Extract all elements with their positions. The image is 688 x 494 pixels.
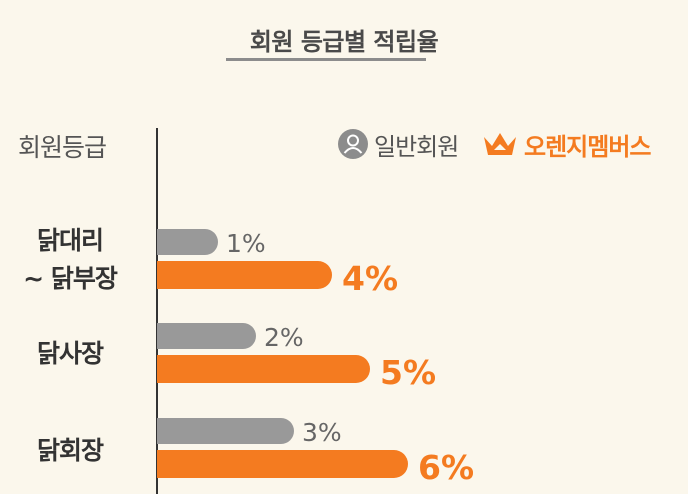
- title-underline: [226, 58, 426, 61]
- category-label-line: 닭대리 ~ 닭부장: [23, 226, 118, 293]
- y-axis-line: [156, 128, 158, 494]
- bar-orange: [157, 261, 332, 289]
- crown-icon: [484, 133, 516, 155]
- value-label-general: 3%: [302, 418, 342, 447]
- bar-general: [157, 418, 294, 444]
- value-label-general: 1%: [226, 229, 266, 258]
- legend-label-orange: 오렌지멤버스: [524, 132, 651, 161]
- value-label-orange: 5%: [380, 353, 436, 392]
- person-icon: [338, 129, 368, 159]
- category-header-label: 회원등급: [18, 133, 107, 162]
- legend-item-orange: 오렌지멤버스: [482, 126, 651, 162]
- value-label-general: 2%: [264, 323, 304, 352]
- legend-label-general: 일반회원: [374, 132, 459, 161]
- bar-general: [157, 229, 218, 255]
- bar-orange: [157, 450, 408, 478]
- value-label-orange: 4%: [342, 259, 398, 298]
- category-label: 닭사장: [36, 339, 104, 368]
- category-label: 닭대리 ~ 닭부장: [0, 222, 140, 298]
- legend-item-general: 일반회원: [338, 126, 459, 162]
- bar-orange: [157, 355, 370, 383]
- chart-title: 회원 등급별 적립율: [249, 28, 439, 56]
- value-label-orange: 6%: [418, 448, 474, 487]
- category-label: 닭회장: [36, 436, 104, 465]
- bar-general: [157, 323, 256, 349]
